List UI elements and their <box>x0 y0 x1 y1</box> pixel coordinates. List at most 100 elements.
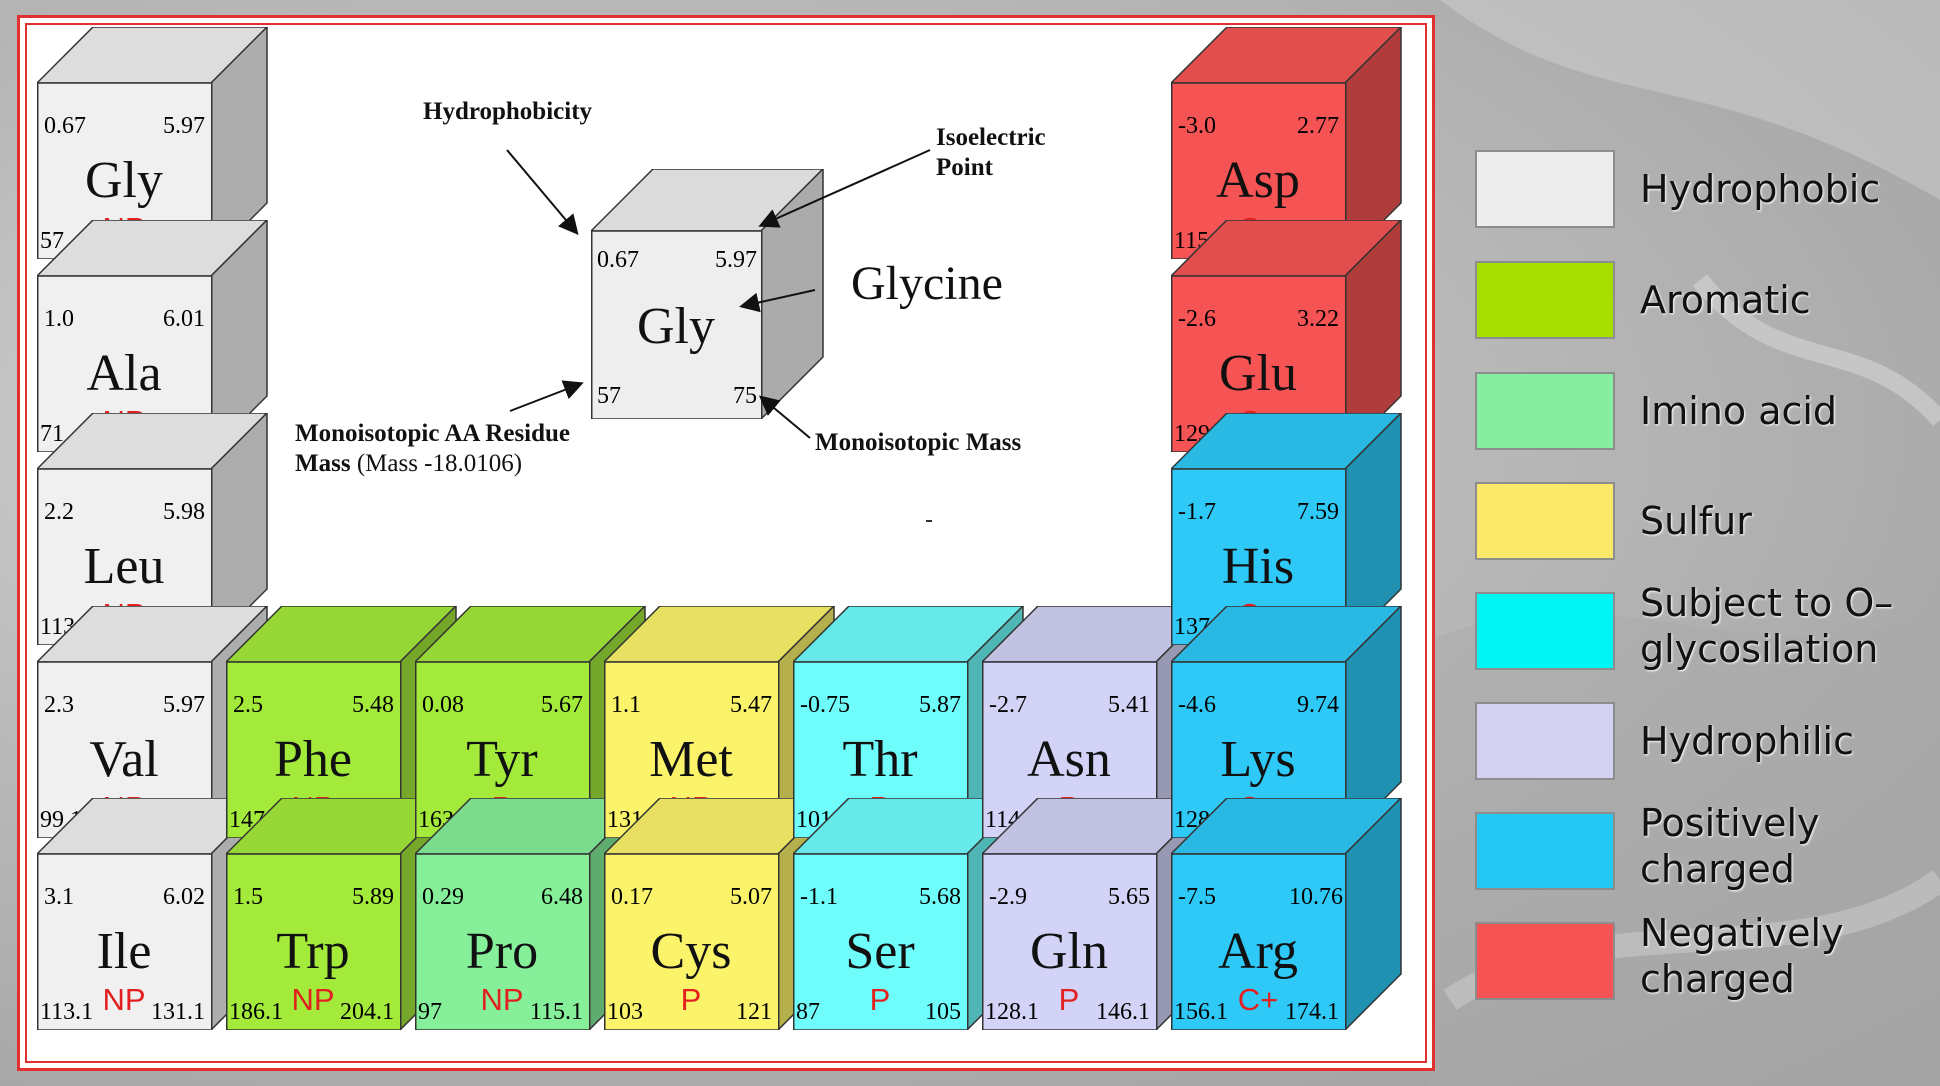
legend-swatch-2 <box>1475 261 1615 339</box>
key-symbol: Gly <box>637 298 715 355</box>
legend-label-2: Aromatic <box>1640 278 1811 322</box>
amino-acid-symbol: Tyr <box>466 731 538 788</box>
residue-mass-value: 87 <box>796 999 820 1025</box>
isoelectric-point-value: 5.89 <box>352 884 394 910</box>
monoisotopic-mass-label: Monoisotopic Mass <box>815 429 1022 456</box>
amino-acid-symbol: Pro <box>465 923 539 980</box>
residue-mass-value: 103 <box>607 999 643 1025</box>
hydrophobicity-value: -4.6 <box>1178 692 1216 718</box>
polarity-tag: NP <box>480 982 524 1017</box>
residue-mass-value: 57 <box>40 228 64 254</box>
isoelectric-point-value: 5.68 <box>919 884 961 910</box>
amino-acid-symbol: Asn <box>1027 731 1111 788</box>
legend-label-1: Hydrophobic <box>1640 167 1881 211</box>
amino-acid-symbol: Leu <box>83 538 165 595</box>
amino-acid-symbol: Met <box>649 731 733 788</box>
isoelectric-point-value: 5.65 <box>1108 884 1150 910</box>
hydrophobicity-value: 1.1 <box>611 692 641 718</box>
isoelectric-point-value: 5.47 <box>730 692 772 718</box>
hydrophobicity-value: -7.5 <box>1178 884 1216 910</box>
isoelectric-point-value: 6.02 <box>163 884 205 910</box>
legend-swatch-5 <box>1475 592 1615 670</box>
legend-label-5: Subject to O–glycosilation <box>1640 581 1894 671</box>
aa-cube-ser: -1.1 5.68 Ser P 87 105 <box>793 798 1027 1030</box>
isoelectric-point-value: 6.48 <box>541 884 583 910</box>
amino-acid-table-panel: 0.675.97GlyNP57751.06.01AlaNP71892.25.98… <box>17 15 1435 1071</box>
legend-swatch-7 <box>1475 812 1615 890</box>
residue-mass-note: (Mass -18.0106) <box>356 450 523 477</box>
residue-mass-value: 156.1 <box>1174 999 1228 1025</box>
isoelectric-point-value: 7.59 <box>1297 499 1339 525</box>
hydrophobicity-value: 2.2 <box>44 499 74 525</box>
hydrophobicity-value: -2.7 <box>989 692 1027 718</box>
monoisotopic-mass-value: 115.1 <box>529 999 583 1025</box>
isoelectric-point-value: 9.74 <box>1297 692 1339 718</box>
polarity-tag: P <box>869 982 891 1017</box>
monoisotopic-mass-value: 105 <box>925 999 961 1025</box>
key-hydrophobicity-value: 0.67 <box>597 247 639 273</box>
hydrophobicity-value: 1.5 <box>233 884 263 910</box>
hydrophobicity-value: 0.17 <box>611 884 653 910</box>
isoelectric-point-value: 5.98 <box>163 499 205 525</box>
legend-label-7: Positively charged <box>1640 801 1820 891</box>
amino-acid-symbol: Trp <box>276 923 350 980</box>
monoisotopic-mass-value: 204.1 <box>340 999 394 1025</box>
legend-label-8: Negatively charged <box>1640 911 1844 1001</box>
hydrophobicity-value: 2.3 <box>44 692 74 718</box>
amino-acid-symbol: Ala <box>86 345 162 402</box>
amino-acid-symbol: Val <box>89 731 159 788</box>
isoelectric-point-value: 5.67 <box>541 692 583 718</box>
monoisotopic-mass-value: 121 <box>736 999 772 1025</box>
isoelectric-point-value: 5.87 <box>919 692 961 718</box>
legend-swatch-8 <box>1475 922 1615 1000</box>
residue-mass-label: Monoisotopic AA Residue Mass (Mass -18.0… <box>295 419 615 479</box>
glycine-name: Glycine <box>851 257 1003 310</box>
amino-acid-symbol: Phe <box>274 731 352 788</box>
key-mono-mass-value: 75 <box>733 383 757 409</box>
amino-acid-symbol: Asp <box>1216 152 1300 209</box>
key-isoelectric-value: 5.97 <box>715 247 757 273</box>
residue-mass-line2: Mass (Mass -18.0106) <box>295 450 523 477</box>
hydrophobicity-value: 0.67 <box>44 113 86 139</box>
hydrophobicity-value: 3.1 <box>44 884 74 910</box>
isoelectric-point-value: 5.97 <box>163 692 205 718</box>
residue-mass-value: 113.1 <box>40 999 94 1025</box>
amino-acid-symbol: His <box>1221 538 1295 595</box>
aa-cube-asp: -3.02.77AspC–115133 <box>1171 27 1405 259</box>
legend-label-4: Sulfur <box>1640 499 1752 543</box>
polarity-tag: NP <box>102 982 146 1017</box>
residue-mass-value: 128.1 <box>985 999 1039 1025</box>
legend-label-6: Hydrophilic <box>1640 719 1854 763</box>
hydrophobicity-value: 1.0 <box>44 306 74 332</box>
isoelectric-point-value: 5.07 <box>730 884 772 910</box>
residue-mass-line1: Monoisotopic AA Residue <box>295 420 571 447</box>
legend-swatch-6 <box>1475 702 1615 780</box>
arrow-residue-mass <box>509 380 584 412</box>
amino-acid-symbol: Thr <box>842 731 918 788</box>
hydrophobicity-value: -2.6 <box>1178 306 1216 332</box>
isoelectric-point-value: 5.48 <box>352 692 394 718</box>
hydrophobicity-value: 0.08 <box>422 692 464 718</box>
polarity-tag: P <box>680 982 702 1017</box>
hydrophobicity-value: -1.7 <box>1178 499 1216 525</box>
isoelectric-point-text: Isoelectric Point <box>936 124 1046 181</box>
polarity-tag: P <box>1058 982 1080 1017</box>
residue-mass-value: 71 <box>40 421 64 447</box>
hydrophobicity-value: -3.0 <box>1178 113 1216 139</box>
hydrophobicity-value: 2.5 <box>233 692 263 718</box>
hydrophobicity-value: -2.9 <box>989 884 1027 910</box>
legend-swatch-3 <box>1475 372 1615 450</box>
key-cube-gly: 0.67 5.97 Gly 57 75 <box>591 169 831 419</box>
monoisotopic-mass-value: 174.1 <box>1285 999 1339 1025</box>
aa-cube-ile: 3.1 6.02 Ile NP 113.1 131.1 <box>37 798 271 1030</box>
isoelectric-point-label: Isoelectric Point <box>936 123 1066 183</box>
amino-acid-symbol: Arg <box>1218 923 1298 980</box>
polarity-tag: NP <box>291 982 335 1017</box>
aa-cube-arg: -7.5 10.76 Arg C+ 156.1 174.1 <box>1171 798 1405 1030</box>
residue-mass-value: 97 <box>418 999 442 1025</box>
isoelectric-point-value: 2.77 <box>1297 113 1339 139</box>
isoelectric-point-value: 5.97 <box>163 113 205 139</box>
isoelectric-point-value: 6.01 <box>163 306 205 332</box>
legend-label-3: Imino acid <box>1640 389 1838 433</box>
